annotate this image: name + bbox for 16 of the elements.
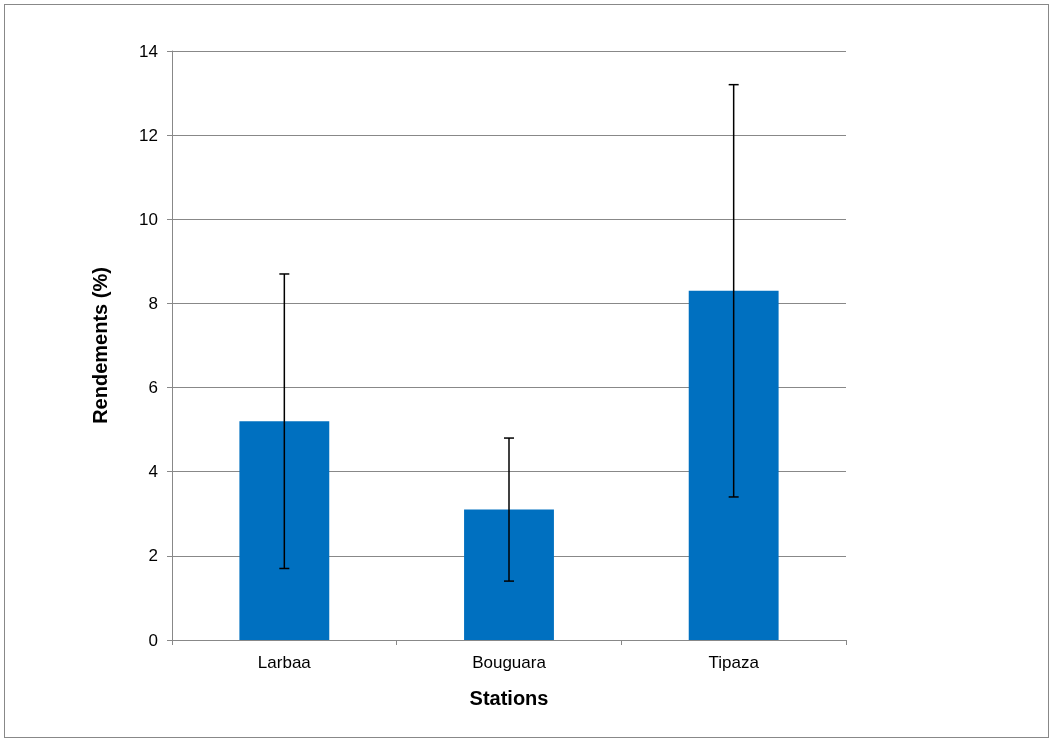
y-tick-label: 2 bbox=[148, 546, 158, 566]
bar bbox=[239, 421, 330, 640]
y-tick-label: 8 bbox=[148, 293, 158, 313]
x-tick-label: Larbaa bbox=[257, 653, 312, 672]
x-tick-label: Tipaza bbox=[708, 653, 760, 672]
y-tick-label: 0 bbox=[148, 630, 158, 650]
y-axis-title: Rendements (%) bbox=[89, 267, 111, 424]
y-tick-label: 10 bbox=[139, 209, 158, 229]
y-tick-label: 6 bbox=[148, 378, 158, 398]
bar bbox=[464, 509, 554, 640]
bar bbox=[688, 290, 779, 640]
y-tick-label: 12 bbox=[139, 125, 158, 145]
y-tick-label: 14 bbox=[139, 41, 158, 61]
x-axis-title: Stations bbox=[469, 687, 549, 709]
y-tick-label: 4 bbox=[148, 462, 158, 482]
x-tick-label: Bouguara bbox=[472, 653, 547, 672]
